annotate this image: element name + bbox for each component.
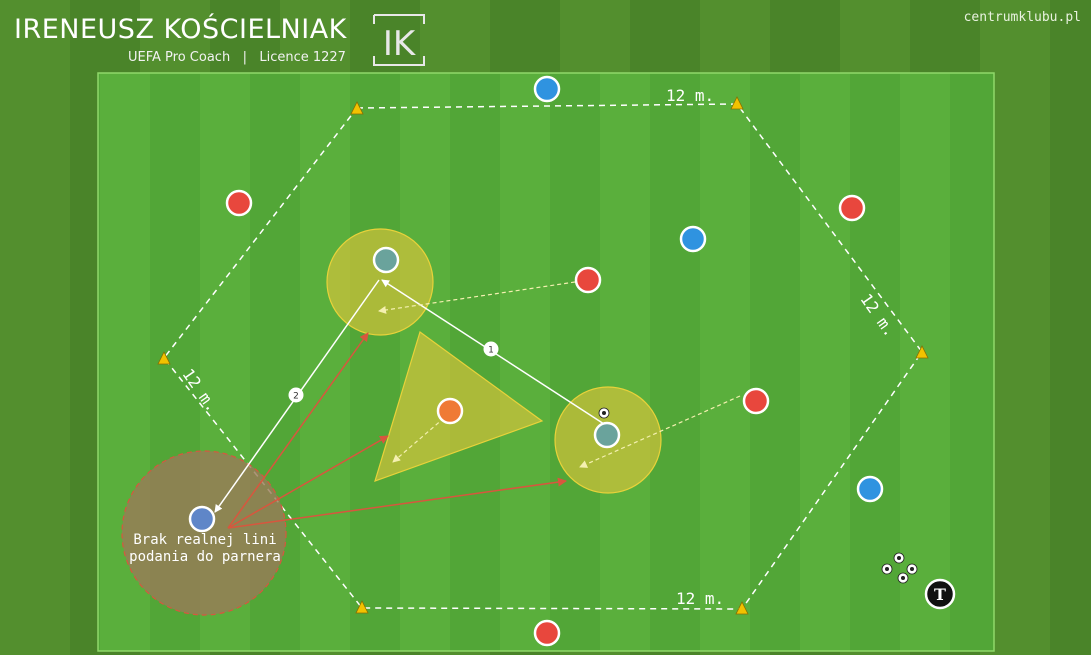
blue-team-players	[188, 75, 884, 533]
logo-lettering: IK	[383, 24, 417, 64]
cone-markers	[157, 96, 929, 615]
red-player	[742, 387, 770, 415]
ik-logo-icon: IK	[373, 14, 425, 66]
defender-player	[372, 246, 400, 274]
ball-icon	[598, 407, 610, 419]
coach-credentials: UEFA Pro Coach | Licence 1227	[128, 50, 346, 65]
press-run-arrow	[378, 281, 576, 314]
red-team-players	[225, 189, 866, 647]
pass-number-1-marker: 1	[483, 341, 499, 357]
press-run-arrow	[392, 417, 445, 463]
website-link[interactable]: centrumklubu.pl	[963, 10, 1081, 25]
press-run-arrow	[579, 395, 741, 468]
pass-number-2-marker: 2	[288, 387, 304, 403]
no-passing-lane-note: Brak realnej lini podania do parnera	[129, 532, 281, 565]
blocked-pass-arrow	[227, 435, 389, 529]
distance-label-top: 12 m.	[666, 86, 715, 105]
cone	[730, 96, 744, 110]
distance-label-bottom: 12 m.	[676, 589, 725, 608]
blocked-pass-arrow	[227, 332, 369, 529]
red-player	[838, 194, 866, 222]
blocked-pass-arrow	[227, 477, 567, 529]
blue-player	[856, 475, 884, 503]
cone	[157, 351, 171, 365]
svg-text:1: 1	[488, 346, 494, 356]
svg-text:T: T	[934, 585, 946, 604]
coach-marker: T	[924, 578, 956, 610]
cone	[735, 601, 749, 615]
red-player	[574, 266, 602, 294]
cone	[350, 101, 364, 115]
cone	[915, 345, 929, 359]
spare-balls-icon	[881, 552, 918, 584]
red-player	[533, 619, 561, 647]
blue-player-receiver	[188, 505, 216, 533]
svg-text:2: 2	[293, 392, 299, 402]
blocked-zone-circle	[121, 450, 287, 616]
blue-player	[533, 75, 561, 103]
orange-defender-player	[436, 397, 464, 425]
red-player	[225, 189, 253, 217]
defender-zone-left	[326, 228, 434, 336]
defender-player	[593, 421, 621, 449]
blue-player	[679, 225, 707, 253]
cone	[355, 600, 369, 614]
coach-name: IRENEUSZ KOŚCIELNIAK	[14, 14, 347, 45]
